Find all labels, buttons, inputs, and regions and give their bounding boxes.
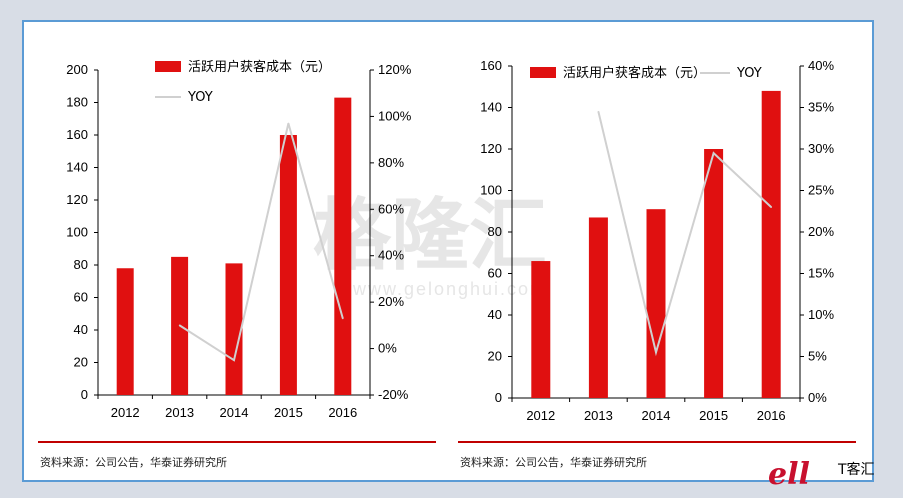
- right-tick-label: 100%: [378, 108, 412, 123]
- x-tick-label: 2016: [757, 408, 786, 423]
- left-tick-label: 140: [66, 160, 88, 175]
- left-tick-label: 0: [81, 387, 88, 402]
- chart-1-legend-bar-label: 活跃用户获客成本（元）: [188, 59, 331, 75]
- chart-2-legend-bar-swatch: [530, 67, 556, 78]
- x-tick-label: 2013: [584, 408, 613, 423]
- right-tick-label: 0%: [808, 390, 827, 405]
- right-tick-label: 5%: [808, 349, 827, 364]
- right-tick-label: 15%: [808, 266, 834, 281]
- left-tick-label: 80: [488, 224, 502, 239]
- right-tick-label: 120%: [378, 62, 412, 77]
- yoy-line: [597, 111, 772, 357]
- bar-2014: [646, 209, 666, 398]
- left-tick-label: 40: [74, 322, 88, 337]
- x-tick-label: 2012: [526, 408, 555, 423]
- left-tick-label: 40: [488, 307, 502, 322]
- left-tick-label: 160: [480, 58, 502, 73]
- right-tick-label: 20%: [808, 224, 834, 239]
- chart-1-legend-bar-swatch: [155, 61, 181, 72]
- left-tick-label: 80: [74, 257, 88, 272]
- chart-2-legend-bar-label: 活跃用户获客成本（元）: [563, 65, 706, 81]
- yoy-line: [179, 123, 344, 362]
- chart-1-legend-line-label: YOY: [187, 90, 213, 105]
- yoy-point-2015: [712, 152, 715, 154]
- bar-2015: [279, 135, 297, 395]
- left-tick-label: 160: [66, 127, 88, 142]
- brand-logo-mark: ell: [768, 457, 810, 492]
- brand-logo: ell T客汇: [768, 457, 875, 492]
- chart-1-source: 资料来源：公司公告，华泰证券研究所: [40, 455, 227, 469]
- left-tick-label: 20: [74, 355, 88, 370]
- right-tick-label: 80%: [378, 155, 404, 170]
- left-tick-label: 0: [495, 390, 502, 405]
- bar-2012: [531, 261, 551, 398]
- left-tick-label: 140: [480, 100, 502, 115]
- bar-2015: [704, 149, 724, 398]
- yoy-point-2016: [342, 317, 344, 320]
- yoy-point-2015: [287, 122, 290, 125]
- x-tick-label: 2015: [699, 408, 728, 423]
- bar-2012: [116, 268, 134, 395]
- chart-1-legend: 活跃用户获客成本（元） YOY: [155, 59, 331, 105]
- bar-2016: [761, 90, 781, 399]
- yoy-point-2014: [233, 359, 235, 361]
- x-tick-label: 2014: [642, 408, 671, 423]
- right-tick-label: 25%: [808, 183, 834, 198]
- plots: 020406080100120140160180200-20%0%20%40%6…: [66, 58, 834, 423]
- right-tick-label: 30%: [808, 141, 834, 156]
- x-tick-label: 2013: [165, 405, 194, 420]
- left-tick-label: 20: [488, 349, 502, 364]
- yoy-point-2013: [597, 110, 600, 113]
- brand-logo-text: T客汇: [837, 461, 875, 478]
- bar-2013: [588, 217, 608, 398]
- yoy-point-2016: [770, 206, 772, 208]
- chart-1: 0 20 40 60 80 100 120 140 160 180 200 -20% 0% 20% 40% 6…: [66, 62, 411, 420]
- left-tick-label: 120: [480, 141, 502, 156]
- x-tick-label: 2012: [111, 405, 140, 420]
- right-tick-label: 40%: [808, 58, 834, 73]
- left-tick-label: 200: [66, 62, 88, 77]
- right-tick-label: 60%: [378, 201, 404, 216]
- left-tick-label: 60: [74, 290, 88, 305]
- chart-2-legend-line-label: YOY: [736, 66, 762, 81]
- watermark: 格隆汇 www.gelonghui.com: [313, 191, 547, 299]
- watermark-url: www.gelonghui.com: [352, 279, 547, 299]
- chart-2-legend: 活跃用户获客成本（元） YOY: [530, 65, 762, 81]
- bar-2014: [225, 263, 243, 395]
- right-tick-label: -20%: [378, 387, 409, 402]
- left-tick-label: 100: [66, 225, 88, 240]
- x-tick-label: 2016: [328, 405, 357, 420]
- yoy-point-2013: [178, 324, 181, 327]
- yoy-point-2014: [655, 351, 657, 354]
- right-tick-label: 0%: [378, 341, 397, 356]
- watermark-main: 格隆汇: [313, 191, 547, 281]
- chart-2-source: 资料来源：公司公告，华泰证券研究所: [460, 455, 647, 469]
- x-tick-label: 2014: [220, 405, 249, 420]
- right-tick-label: 35%: [808, 100, 834, 115]
- left-tick-label: 100: [480, 183, 502, 198]
- right-tick-label: 20%: [378, 294, 404, 309]
- chart-2: 0 20 40 60 80 100 120 140 160 0% 5% 10% 15% 20% 25% 30%…: [480, 58, 834, 423]
- bar-2016: [334, 97, 352, 395]
- right-tick-label: 10%: [808, 307, 834, 322]
- x-tick-label: 2015: [274, 405, 303, 420]
- left-tick-label: 60: [488, 266, 502, 281]
- left-tick-label: 120: [66, 192, 88, 207]
- right-tick-label: 40%: [378, 248, 404, 263]
- left-tick-label: 180: [66, 95, 88, 110]
